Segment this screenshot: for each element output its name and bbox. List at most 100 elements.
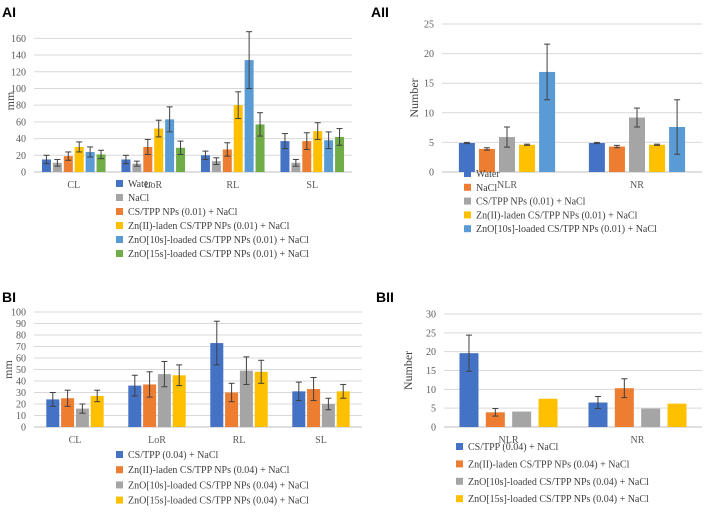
y-tick-label: 20 (16, 151, 26, 162)
legend-label: ZnO[15s]-loaded CS/TPP NPs (0.04) + NaCl (128, 496, 309, 507)
bar-bi-rl-s1 (210, 343, 224, 427)
bar-bi-rl-s2 (225, 392, 239, 427)
panel-label: AI (2, 4, 16, 20)
bar-bi-lor-s1 (128, 385, 142, 427)
bar-aii-nlr-s4 (519, 144, 536, 172)
legend-label: ZnO[10s]-loaded CS/TPP NPs (0.01) + NaCl (128, 235, 309, 246)
legend-swatch (116, 481, 123, 489)
y-tick-label: 10 (424, 108, 434, 119)
y-tick-label: 0 (21, 168, 26, 179)
legend-swatch (464, 183, 471, 191)
bar-bii-nlr-s3 (512, 411, 532, 427)
y-tick-label: 100 (11, 308, 26, 319)
y-tick-label: 5 (431, 404, 436, 415)
y-tick-label: 80 (16, 331, 26, 342)
legend-label: Water (128, 179, 152, 190)
bar-ai-rl-s2 (211, 161, 221, 172)
bar-ai-rl-s5 (244, 60, 254, 172)
bar-ai-sl-s1 (280, 141, 290, 172)
bar-bii-nlr-s2 (485, 412, 505, 427)
legend-swatch (464, 225, 471, 233)
x-category-label: SL (306, 180, 318, 191)
y-tick-label: 30 (426, 310, 436, 321)
bar-bi-cl-s2 (61, 398, 75, 427)
x-category-label: LoR (144, 180, 162, 191)
legend-label: CS/TPP (0.04) + NaCl (128, 450, 219, 461)
legend-label: CS/TPP NPs (0.01) + NaCl (476, 197, 586, 208)
bar-ai-lor-s1 (121, 159, 131, 172)
bar-ai-lor-s2 (132, 163, 142, 172)
legend-label: Water (476, 169, 500, 180)
legend-swatch (116, 466, 123, 474)
y-tick-label: 160 (11, 34, 26, 45)
bar-bii-nlr-s1 (459, 353, 479, 427)
legend-swatch (116, 194, 123, 201)
bar-aii-nlr-s2 (478, 148, 495, 172)
y-tick-label: 20 (424, 49, 434, 60)
legend-label: ZnO[10s]-loaded CS/TPP NPs (0.04) + NaCl (128, 480, 309, 491)
bar-bi-lor-s2 (143, 384, 157, 427)
legend-swatch (116, 236, 123, 243)
y-axis-label: mm (1, 360, 15, 379)
x-category-label: NR (630, 180, 644, 191)
bar-bi-cl-s3 (75, 408, 89, 427)
bar-aii-nr-s4 (649, 144, 666, 172)
panel-aii: AII 0 5 10 15 20 25 Number NLR NR Water NaCl CS/TPP … (371, 4, 702, 235)
legend-swatch (116, 222, 123, 229)
y-tick-label: 0 (21, 423, 26, 434)
y-tick-label: 25 (424, 20, 434, 31)
legend-label: Zn(II)-laden CS/TPP NPs (0.04) + NaCl (128, 465, 290, 476)
bar-bii-nlr-s4 (538, 398, 558, 427)
bar-ai-cl-s2 (52, 162, 62, 172)
y-tick-label: 30 (16, 388, 26, 399)
x-category-label: LoR (148, 435, 166, 446)
legend-label: CS/TPP (0.04) + NaCl (468, 442, 559, 453)
legend-label: CS/TPP NPs (0.01) + NaCl (128, 207, 238, 218)
bar-bi-cl-s4 (90, 395, 104, 427)
x-category-label: CL (67, 180, 80, 191)
legend-label: ZnO[10s]-loaded CS/TPP NPs (0.01) + NaCl (476, 224, 657, 235)
legend-swatch (456, 495, 463, 503)
bar-ai-cl-s6 (96, 154, 106, 172)
legend-swatch (456, 443, 463, 450)
bar-ai-sl-s4 (313, 131, 323, 172)
legend-label: ZnO[15s]-loaded CS/TPP NPs (0.04) + NaCl (468, 494, 649, 505)
bar-bi-rl-s4 (254, 371, 268, 427)
legend-label: Zn(II)-laden CS/TPP NPs (0.01) + NaCl (476, 210, 638, 221)
bar-aii-nlr-s5 (539, 71, 556, 172)
x-category-label: SL (315, 435, 327, 446)
y-tick-label: 40 (16, 134, 26, 145)
y-axis-label: Number (401, 351, 415, 390)
panel-label: BI (2, 289, 16, 305)
bar-bi-sl-s2 (307, 389, 321, 427)
legend-swatch (464, 170, 471, 177)
y-tick-label: 40 (16, 377, 26, 388)
bar-bi-sl-s3 (321, 404, 335, 427)
bar-ai-sl-s6 (335, 136, 345, 172)
y-tick-label: 140 (11, 51, 26, 62)
bar-ai-rl-s6 (255, 124, 265, 172)
bar-bi-lor-s3 (157, 374, 171, 427)
x-category-label: NLR (497, 180, 517, 191)
legend-swatch (116, 180, 123, 187)
legend-label: Zn(II)-laden CS/TPP NPs (0.01) + NaCl (128, 221, 290, 232)
bar-ai-rl-s1 (200, 155, 210, 172)
bar-ai-cl-s3 (63, 156, 73, 172)
legend-label: NaCl (476, 183, 497, 194)
y-tick-label: 25 (426, 328, 436, 339)
bar-ai-cl-s4 (74, 146, 84, 172)
y-tick-label: 70 (16, 342, 26, 353)
bar-bii-nr-s1 (588, 402, 608, 427)
bar-ai-sl-s5 (324, 140, 334, 172)
y-tick-label: 10 (426, 385, 436, 396)
y-axis-label: mm (3, 91, 17, 110)
bar-ai-sl-s2 (291, 162, 301, 172)
legend-label: NaCl (128, 193, 149, 204)
y-tick-label: 0 (431, 423, 436, 434)
bar-bi-sl-s4 (336, 391, 350, 427)
panel-ai: AI 0 20 40 60 80 100 120 140 160 mm CL LoR RL SL Water N… (2, 4, 352, 260)
bar-ai-cl-s1 (41, 159, 51, 172)
y-tick-label: 50 (16, 365, 26, 376)
